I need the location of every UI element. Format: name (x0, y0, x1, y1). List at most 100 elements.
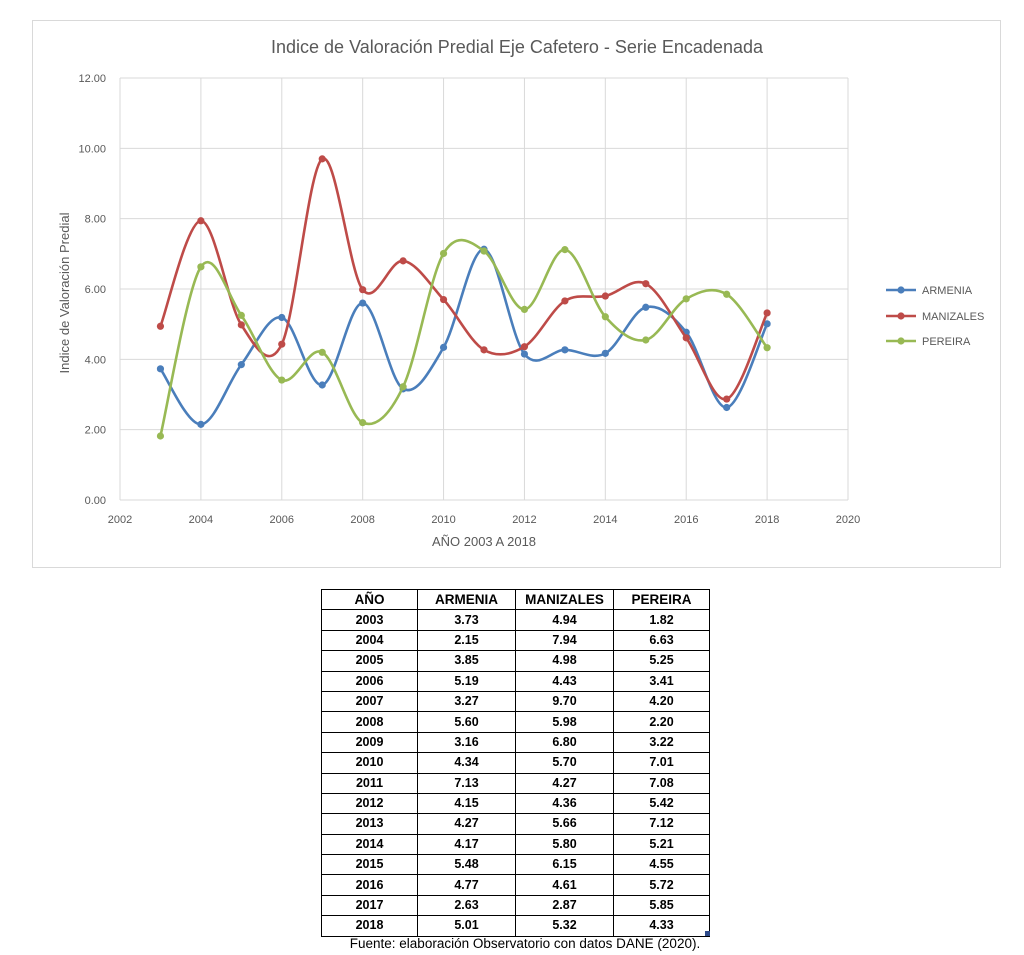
table-cell: 3.85 (417, 650, 516, 672)
x-tick-label: 2002 (108, 514, 132, 526)
data-point-manizales (399, 257, 407, 265)
table-cell: 4.36 (515, 792, 614, 815)
table-cell: 4.34 (417, 752, 516, 774)
table-cell: 4.61 (515, 874, 614, 896)
table-cell: 2011 (321, 772, 418, 794)
y-tick-label: 8.00 (85, 214, 106, 226)
table-cell: 1.82 (613, 609, 710, 631)
table-cell: 4.94 (515, 609, 614, 631)
data-point-manizales (480, 346, 488, 354)
table-cell: 5.48 (417, 854, 516, 876)
data-point-armenia (278, 313, 286, 322)
x-tick-label: 2010 (431, 514, 455, 526)
data-point-armenia (642, 303, 650, 311)
table-header-row: AÑO ARMENIA MANIZALES PEREIRA (321, 588, 710, 611)
data-point-armenia (520, 350, 529, 358)
data-point-pereira (359, 419, 367, 427)
y-tick-label: 10.00 (78, 143, 106, 155)
table-cell: 2008 (321, 711, 418, 733)
table-cell: 4.77 (417, 874, 516, 896)
table-cell: 4.17 (417, 833, 516, 856)
table-row: 2010 4.34 5.70 7.01 (321, 752, 710, 774)
legend: ARMENIA MANIZALES PEREIRA (886, 285, 984, 348)
table-row: 2012 4.15 4.36 5.42 (321, 792, 710, 815)
data-point-pereira (480, 247, 488, 255)
table-row: 2016 4.77 4.61 5.72 (321, 874, 710, 896)
table-cell: 2.15 (417, 629, 516, 652)
data-point-pereira (237, 311, 245, 319)
x-tick-label: 2012 (512, 514, 536, 526)
data-point-armenia (318, 381, 326, 389)
legend-swatch-marker-pereira (897, 337, 905, 345)
table-row: 2005 3.85 4.98 5.25 (321, 650, 710, 672)
data-point-pereira (318, 348, 326, 356)
data-point-pereira (642, 336, 650, 344)
legend-swatch-marker-manizales (897, 312, 905, 320)
table-resize-handle (705, 931, 710, 936)
table-cell: 2004 (321, 629, 418, 652)
data-point-pereira (763, 344, 771, 352)
table-row: 2007 3.27 9.70 4.20 (321, 690, 710, 713)
data-point-armenia (723, 403, 731, 412)
table-cell: 2009 (321, 731, 418, 754)
table-cell: 7.94 (515, 629, 614, 652)
series-line-armenia (159, 247, 769, 426)
table-cell: 5.19 (417, 670, 516, 692)
table-cell: 2005 (321, 650, 418, 672)
table-row: 2018 5.01 5.32 4.33 (321, 915, 710, 937)
data-point-manizales (642, 280, 650, 288)
table-cell: 2015 (321, 854, 418, 876)
table-cell: 5.01 (417, 915, 516, 937)
data-point-armenia (601, 349, 609, 357)
y-tick-label: 4.00 (85, 354, 106, 366)
table-cell: 5.42 (613, 792, 710, 815)
tick-labels: 0.00 2.00 4.00 6.00 8.00 10.00 12.00 2002 2004 20… (78, 73, 860, 526)
grid-layer (119, 77, 849, 501)
table-row: 2014 4.17 5.80 5.21 (321, 833, 710, 856)
table-cell: 5.60 (417, 711, 516, 733)
table-body: 2003 3.73 4.94 1.82 2004 2.15 7.94 6.63 2005 3.85… (321, 609, 710, 937)
data-point-manizales (197, 217, 205, 225)
x-tick-label: 2008 (350, 514, 374, 526)
table-row: 2011 7.13 4.27 7.08 (321, 772, 710, 794)
data-point-pereira (520, 305, 529, 313)
data-point-armenia (439, 343, 448, 351)
table-cell: 2.20 (613, 711, 710, 733)
x-tick-label: 2014 (593, 514, 617, 526)
table-cell: 3.41 (613, 670, 710, 692)
table-cell: 2007 (321, 690, 418, 713)
data-point-manizales (561, 297, 569, 305)
data-point-pereira (197, 263, 205, 271)
table-cell: 2.87 (515, 894, 614, 917)
table-cell: 4.20 (613, 690, 710, 713)
data-point-armenia (156, 365, 165, 373)
table-cell: 2012 (321, 792, 418, 815)
data-point-armenia (561, 346, 569, 354)
table-header-cell: AÑO (321, 588, 418, 611)
data-point-pereira (399, 383, 407, 391)
x-tick-label: 2018 (755, 514, 779, 526)
x-tick-label: 2006 (270, 514, 294, 526)
data-point-manizales (439, 295, 448, 304)
data-point-pereira (601, 313, 609, 321)
data-point-manizales (520, 343, 529, 351)
table-cell: 3.16 (417, 731, 516, 754)
table-cell: 7.13 (417, 772, 516, 794)
data-point-manizales (601, 292, 609, 300)
table-row: 2017 2.63 2.87 5.85 (321, 894, 710, 917)
table-cell: 5.25 (613, 650, 710, 672)
legend-label-manizales: MANIZALES (922, 311, 984, 323)
table-cell: 3.27 (417, 690, 516, 713)
x-tick-label: 2004 (189, 514, 213, 526)
table-header-cell: PEREIRA (613, 588, 710, 611)
line-chart: 0.00 2.00 4.00 6.00 8.00 10.00 12.00 2002 2004 20… (57, 37, 984, 549)
data-point-manizales (359, 286, 367, 294)
table-cell: 2016 (321, 874, 418, 896)
source-note: Fuente: elaboración Observatorio con dat… (349, 936, 701, 951)
data-point-armenia (237, 361, 245, 369)
data-table: AÑO ARMENIA MANIZALES PEREIRA 2003 3.73 4.… (321, 588, 710, 937)
table-row: 2003 3.73 4.94 1.82 (321, 609, 710, 631)
legend-swatch-marker-armenia (897, 286, 905, 294)
x-axis-title: AÑO 2003 A 2018 (432, 534, 536, 549)
table-cell: 2018 (321, 915, 418, 937)
